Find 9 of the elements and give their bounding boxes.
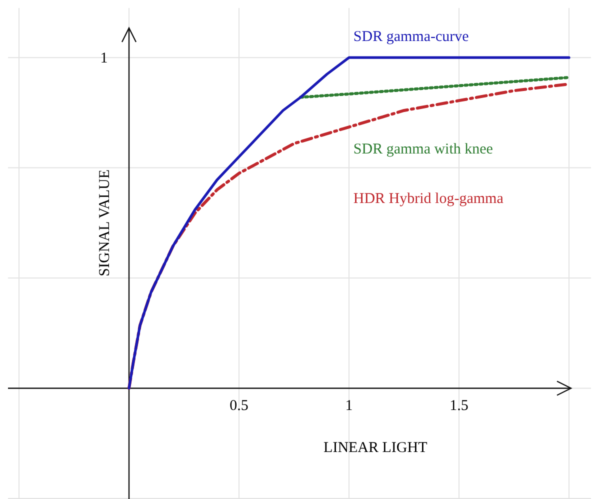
x-tick-label: 1 [345,398,353,414]
series-label: SDR gamma-curve [353,29,470,46]
text: SDR gamma with knee [353,141,494,158]
annotation: 1 [100,50,108,67]
x-tick-label: 1.5 [450,398,468,414]
y-axis-title: SIGNAL VALUE [97,170,113,276]
x-axis-title: LINEAR LIGHT [324,440,428,456]
x-tick-label: 0.5 [230,398,248,414]
text: HDR Hybrid log-gamma [353,191,504,208]
